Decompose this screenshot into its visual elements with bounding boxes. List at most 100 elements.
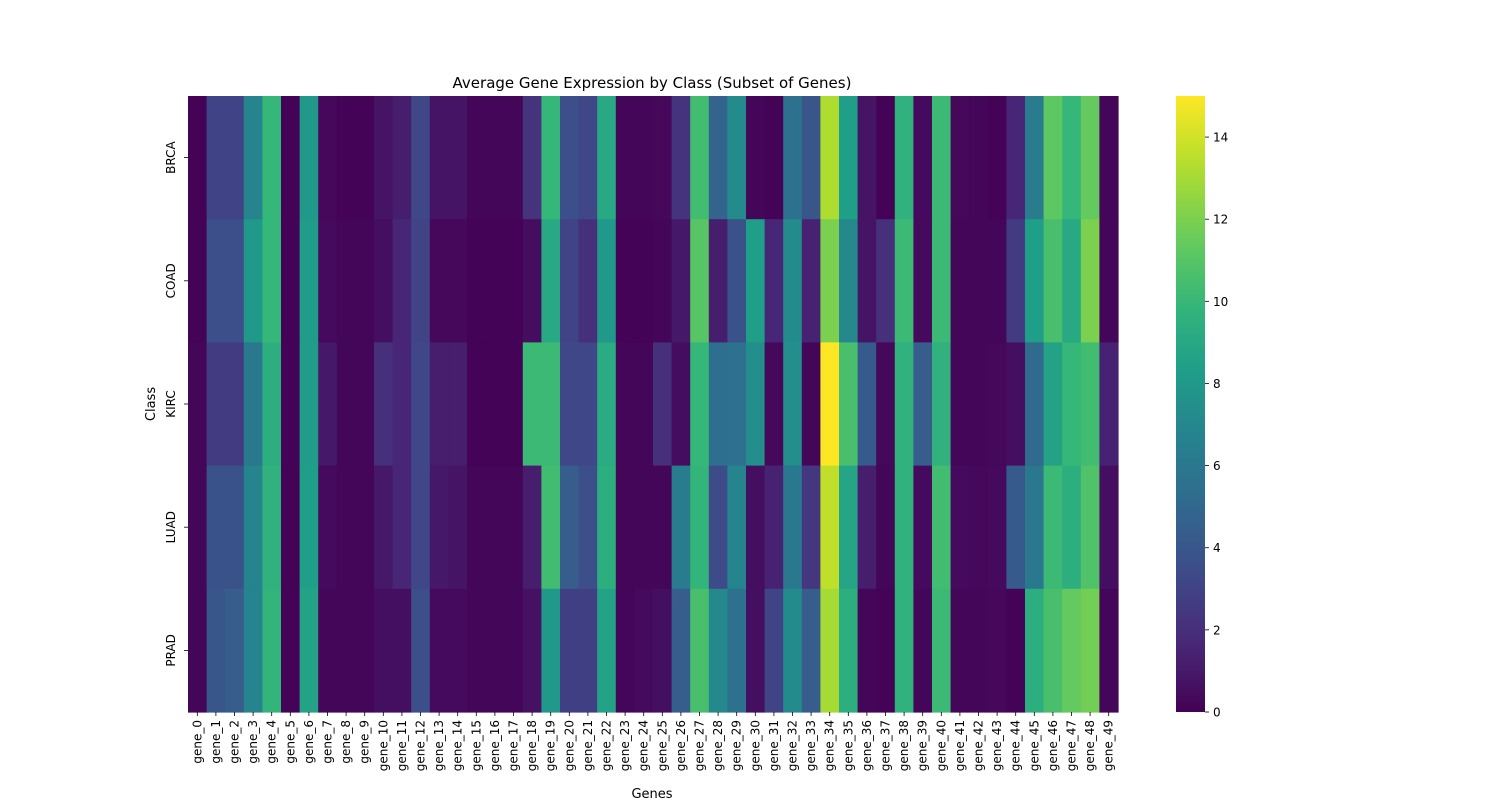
heatmap-cell xyxy=(262,342,282,467)
heatmap-cell xyxy=(839,219,859,343)
heatmap-cell xyxy=(392,96,412,220)
heatmap-cell xyxy=(560,96,580,220)
heatmap-cell xyxy=(764,96,784,220)
heatmap-cell xyxy=(671,219,691,343)
heatmap-cell xyxy=(243,588,263,713)
heatmap-cell xyxy=(355,96,375,220)
heatmap-cells xyxy=(188,96,1119,713)
heatmap-cell xyxy=(932,342,952,467)
heatmap-cell xyxy=(746,219,766,343)
heatmap-cell xyxy=(653,342,673,467)
heatmap-cell xyxy=(801,465,821,590)
heatmap-cell xyxy=(336,588,356,713)
heatmap-cell xyxy=(578,588,598,713)
x-tick-label: gene_41 xyxy=(953,720,967,771)
heatmap-cell xyxy=(950,465,970,590)
x-tick-label: gene_15 xyxy=(469,720,483,771)
heatmap-cell xyxy=(820,465,840,590)
heatmap-cell xyxy=(188,96,208,220)
x-tick-label: gene_22 xyxy=(600,720,614,771)
heatmap-cell xyxy=(783,219,803,343)
heatmap-cell xyxy=(653,219,673,343)
heatmap-cell xyxy=(504,465,524,590)
x-tick-label: gene_31 xyxy=(767,720,781,771)
heatmap-cell xyxy=(1099,342,1119,467)
heatmap-cell xyxy=(541,465,561,590)
colorbar-tick-label: 6 xyxy=(1213,459,1221,473)
heatmap-cell xyxy=(1043,219,1063,343)
heatmap-cell xyxy=(764,342,784,467)
heatmap-cell xyxy=(541,96,561,220)
heatmap-cell xyxy=(1006,96,1026,220)
heatmap-cell xyxy=(392,219,412,343)
y-tick-label: KIRC xyxy=(164,390,178,418)
x-tick-label: gene_6 xyxy=(302,720,316,764)
heatmap-cell xyxy=(429,342,449,467)
heatmap-cell xyxy=(1062,96,1082,220)
heatmap-cell xyxy=(448,96,468,220)
colorbar-tick-label: 12 xyxy=(1213,213,1228,227)
heatmap-cell xyxy=(969,588,989,713)
colorbar-tick-label: 4 xyxy=(1213,541,1221,555)
heatmap-cell xyxy=(969,465,989,590)
y-tick-label: BRCA xyxy=(164,141,178,174)
heatmap-cell xyxy=(857,588,877,713)
heatmap-cell xyxy=(801,588,821,713)
x-tick-label: gene_27 xyxy=(693,720,707,771)
x-tick-label: gene_9 xyxy=(358,720,372,764)
heatmap-cell xyxy=(541,588,561,713)
heatmap-cell xyxy=(1043,96,1063,220)
heatmap-cell xyxy=(504,219,524,343)
heatmap-cell xyxy=(876,96,896,220)
heatmap-cell xyxy=(206,96,226,220)
heatmap-cell xyxy=(374,96,394,220)
heatmap-cell xyxy=(969,342,989,467)
heatmap-cell xyxy=(987,219,1007,343)
heatmap-cell xyxy=(932,219,952,343)
heatmap-cell xyxy=(690,588,710,713)
heatmap-cell xyxy=(504,342,524,467)
heatmap-cell xyxy=(188,588,208,713)
heatmap-cell xyxy=(950,96,970,220)
heatmap-cell xyxy=(820,219,840,343)
heatmap-cell xyxy=(671,96,691,220)
x-tick-label: gene_19 xyxy=(544,720,558,771)
heatmap-cell xyxy=(392,342,412,467)
heatmap-cell xyxy=(708,465,728,590)
x-tick-label: gene_1 xyxy=(209,720,223,764)
heatmap-cell xyxy=(225,219,245,343)
heatmap-cell xyxy=(560,465,580,590)
heatmap-cell xyxy=(243,96,263,220)
heatmap-cell xyxy=(206,219,226,343)
heatmap-cell xyxy=(801,342,821,467)
x-tick-label: gene_0 xyxy=(190,720,204,764)
x-tick-label: gene_17 xyxy=(507,720,521,771)
heatmap-cell xyxy=(504,96,524,220)
x-tick-label: gene_25 xyxy=(655,720,669,771)
heatmap-cell xyxy=(894,219,914,343)
heatmap-cell xyxy=(374,588,394,713)
heatmap-cell xyxy=(1006,219,1026,343)
heatmap-cell xyxy=(634,96,654,220)
y-tick-label: PRAD xyxy=(164,634,178,667)
heatmap-cell xyxy=(987,96,1007,220)
colorbar-tick-label: 10 xyxy=(1213,295,1228,309)
heatmap-cell xyxy=(764,219,784,343)
colorbar-ticks: 0 2 4 6 8 10 12 14 xyxy=(1205,131,1228,720)
heatmap-cell xyxy=(206,342,226,467)
heatmap-cell xyxy=(615,96,635,220)
heatmap-cell xyxy=(1080,465,1100,590)
heatmap-cell xyxy=(467,96,487,220)
heatmap-cell xyxy=(783,342,803,467)
heatmap-cell xyxy=(262,219,282,343)
heatmap-cell xyxy=(262,465,282,590)
heatmap-cell xyxy=(374,219,394,343)
heatmap-cell xyxy=(894,96,914,220)
heatmap-cell xyxy=(560,342,580,467)
heatmap-cell xyxy=(336,219,356,343)
heatmap-cell xyxy=(225,342,245,467)
heatmap-cell xyxy=(615,588,635,713)
heatmap-cell xyxy=(1099,465,1119,590)
heatmap-cell xyxy=(448,219,468,343)
heatmap-cell xyxy=(894,465,914,590)
